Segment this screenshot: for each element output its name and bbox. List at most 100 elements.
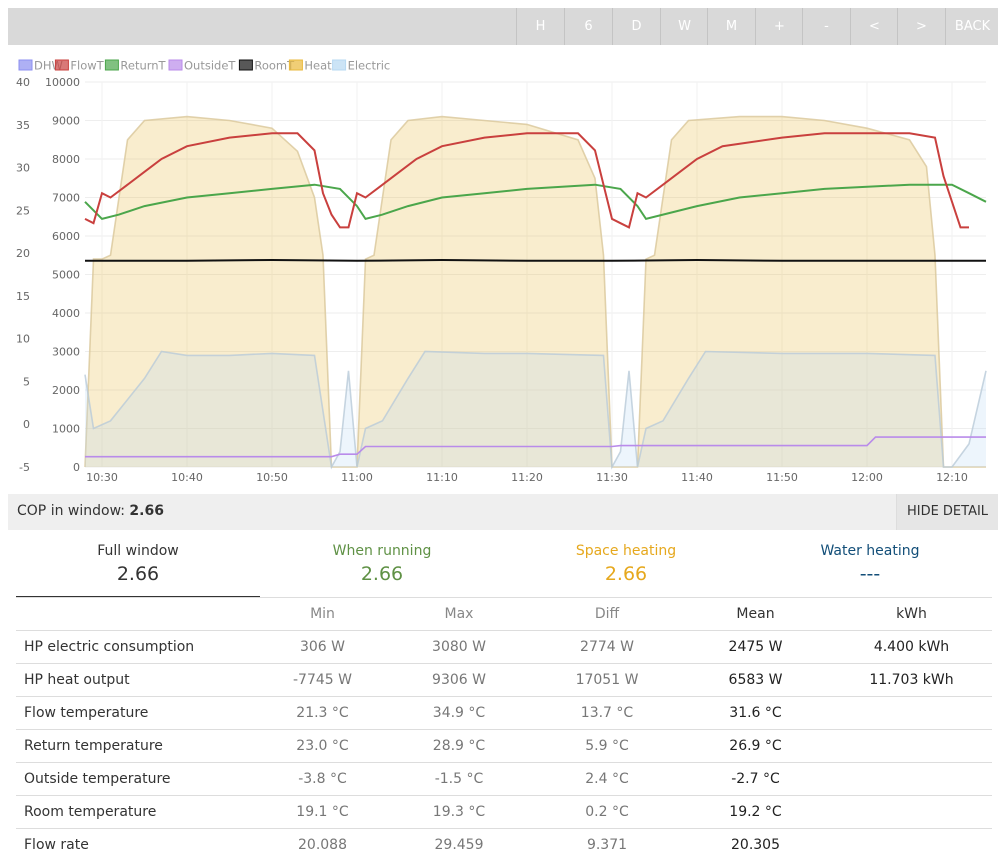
legend-swatch (55, 60, 68, 70)
x-tick-label: 11:50 (766, 471, 798, 484)
tab-water-heating-value: --- (748, 563, 992, 585)
cell-diff: 2.4 °C (534, 763, 680, 796)
legend-swatch (105, 60, 118, 70)
cell-diff: 5.9 °C (534, 730, 680, 763)
toolbar: H 6 D W M + - < > BACK (8, 8, 998, 45)
cell-kwh (831, 730, 992, 763)
cell-min: 21.3 °C (261, 697, 384, 730)
y-right-tick-label: 4000 (52, 307, 80, 320)
cell-max: -1.5 °C (384, 763, 534, 796)
cell-mean: 31.6 °C (680, 697, 831, 730)
cell-kwh: 11.703 kWh (831, 664, 992, 697)
table-row: Outside temperature -3.8 °C -1.5 °C 2.4 … (16, 763, 992, 796)
tab-full-window[interactable]: Full window 2.66 (16, 532, 260, 598)
tab-space-heating[interactable]: Space heating 2.66 (504, 532, 748, 596)
cell-kwh (831, 763, 992, 796)
y-left-tick-label: 10 (16, 333, 30, 346)
cop-value: 2.66 (129, 503, 164, 519)
table-row: Room temperature 19.1 °C 19.3 °C 0.2 °C … (16, 796, 992, 829)
x-tick-label: 11:20 (511, 471, 543, 484)
cell-kwh (831, 796, 992, 829)
electric-series-fill (85, 352, 986, 468)
row-label: Outside temperature (16, 763, 261, 796)
cell-min: -3.8 °C (261, 763, 384, 796)
tab-water-heating[interactable]: Water heating --- (748, 532, 992, 596)
legend-label: OutsideT (184, 59, 236, 73)
table-row: HP heat output -7745 W 9306 W 17051 W 65… (16, 664, 992, 697)
cell-kwh (831, 697, 992, 730)
cell-mean: 19.2 °C (680, 796, 831, 829)
cop-label: COP in window: (17, 503, 125, 519)
row-label: Room temperature (16, 796, 261, 829)
cell-kwh: 4.400 kWh (831, 631, 992, 664)
y-left-tick-label: 35 (16, 119, 30, 132)
pan-right-button[interactable]: > (897, 8, 945, 45)
legend-item-electric: Electric (333, 59, 391, 73)
legend-swatch (289, 60, 302, 70)
view-day-button[interactable]: D (612, 8, 660, 45)
cell-min: 19.1 °C (261, 796, 384, 829)
zoom-in-button[interactable]: + (755, 8, 803, 45)
y-right-tick-label: 2000 (52, 384, 80, 397)
back-button[interactable]: BACK (945, 8, 999, 45)
cell-max: 3080 W (384, 631, 534, 664)
tab-space-heating-value: 2.66 (504, 563, 748, 585)
y-right-tick-label: 3000 (52, 346, 80, 359)
header-kwh: kWh (831, 598, 992, 631)
y-right-tick-label: 1000 (52, 423, 80, 436)
header-diff: Diff (534, 598, 680, 631)
roomt-series (85, 260, 986, 261)
cell-max: 9306 W (384, 664, 534, 697)
stats-header-row: Min Max Diff Mean kWh (16, 598, 992, 631)
legend-swatch (19, 60, 32, 70)
y-right-tick-label: 5000 (52, 269, 80, 282)
cop-bar: COP in window: 2.66 HIDE DETAIL (8, 494, 998, 530)
cell-max: 19.3 °C (384, 796, 534, 829)
y-left-tick-label: -5 (19, 461, 30, 474)
y-left-tick-label: 15 (16, 290, 30, 303)
tab-when-running-title: When running (260, 543, 504, 559)
y-left-tick-label: 25 (16, 204, 30, 217)
cell-diff: 13.7 °C (534, 697, 680, 730)
zoom-out-button[interactable]: - (802, 8, 850, 45)
legend-swatch (333, 60, 346, 70)
tab-full-window-value: 2.66 (16, 563, 260, 585)
legend-item-returnt: ReturnT (105, 59, 166, 73)
cell-diff: 2774 W (534, 631, 680, 664)
x-tick-label: 11:00 (341, 471, 373, 484)
row-label: HP heat output (16, 664, 261, 697)
row-label: HP electric consumption (16, 631, 261, 664)
tab-when-running[interactable]: When running 2.66 (260, 532, 504, 596)
tab-full-window-title: Full window (16, 543, 260, 559)
x-tick-label: 11:30 (596, 471, 628, 484)
power-temperature-chart[interactable]: 4035302520151050-51000090008000700060005… (8, 45, 998, 494)
legend-label: Heat (304, 59, 332, 73)
pan-left-button[interactable]: < (850, 8, 898, 45)
hide-detail-button[interactable]: HIDE DETAIL (896, 494, 998, 530)
cell-mean: 2475 W (680, 631, 831, 664)
tab-water-heating-title: Water heating (748, 543, 992, 559)
y-left-tick-label: 5 (23, 375, 30, 388)
x-tick-label: 12:10 (936, 471, 968, 484)
x-tick-label: 10:40 (171, 471, 203, 484)
header-mean: Mean (680, 598, 831, 631)
y-right-tick-label: 7000 (52, 192, 80, 205)
legend-item-heat: Heat (289, 59, 332, 73)
view-week-button[interactable]: W (660, 8, 708, 45)
tab-when-running-value: 2.66 (260, 563, 504, 585)
legend-label: FlowT (70, 59, 104, 73)
header-name (16, 598, 261, 631)
view-hour-button[interactable]: H (516, 8, 564, 45)
cop-summary: COP in window: 2.66 (17, 503, 164, 519)
y-left-tick-label: 30 (16, 162, 30, 175)
table-row: Flow temperature 21.3 °C 34.9 °C 13.7 °C… (16, 697, 992, 730)
x-tick-label: 11:10 (426, 471, 458, 484)
view-month-button[interactable]: M (707, 8, 755, 45)
cell-max: 34.9 °C (384, 697, 534, 730)
cell-max: 28.9 °C (384, 730, 534, 763)
row-label: Return temperature (16, 730, 261, 763)
cell-mean: 6583 W (680, 664, 831, 697)
view-6-hours-button[interactable]: 6 (564, 8, 612, 45)
